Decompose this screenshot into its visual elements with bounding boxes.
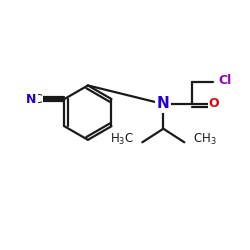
Text: N: N	[157, 96, 170, 112]
Text: O: O	[209, 98, 219, 110]
Text: H$_3$C: H$_3$C	[110, 132, 134, 148]
Text: CH$_3$: CH$_3$	[193, 132, 217, 148]
Text: Cl: Cl	[218, 74, 232, 87]
Text: C: C	[34, 92, 42, 106]
Text: N: N	[26, 92, 37, 106]
